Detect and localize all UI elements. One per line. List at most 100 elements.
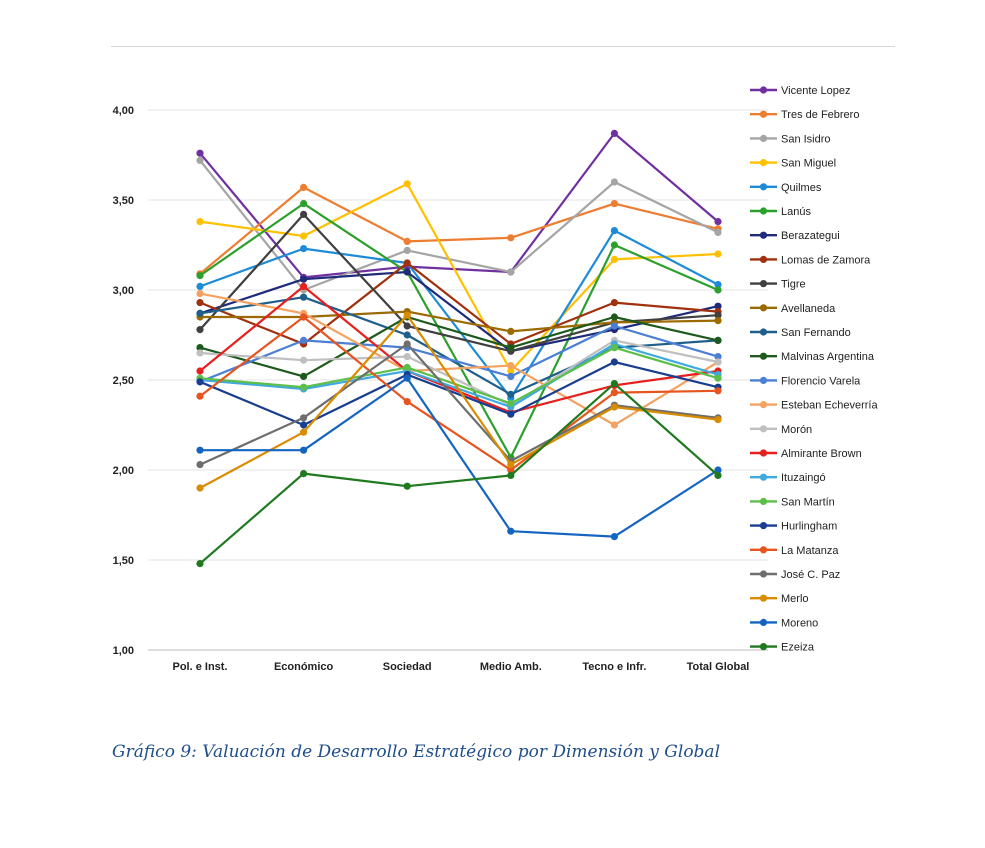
series-line: [199, 315, 719, 378]
data-point: [403, 268, 411, 276]
data-point: [403, 237, 411, 245]
legend-swatch-marker: [759, 280, 768, 288]
y-tick-label: 2,50: [113, 375, 134, 387]
data-point: [714, 416, 722, 424]
x-tick-label: Sociedad: [383, 661, 432, 673]
data-point: [196, 484, 204, 492]
data-point: [507, 399, 515, 407]
legend-swatch-marker: [759, 134, 768, 142]
data-point: [714, 374, 722, 382]
data-point: [610, 533, 619, 541]
data-point: [196, 290, 204, 298]
top-rule: [111, 46, 895, 47]
data-point: [300, 313, 308, 321]
data-point: [403, 259, 411, 267]
y-tick-label: 3,50: [113, 195, 134, 207]
data-point: [403, 340, 411, 348]
series-line: [199, 339, 719, 407]
series-line: [199, 314, 719, 489]
series-line: [199, 342, 719, 466]
legend-entry-label: Tres de Febrero: [781, 109, 859, 121]
data-point: [403, 482, 411, 490]
legend-entry-label: Vicente Lopez: [781, 85, 851, 97]
data-point: [610, 344, 619, 352]
legend-entry-label: Malvinas Argentina: [781, 351, 875, 363]
data-point: [507, 268, 515, 276]
y-tick-label: 2,00: [113, 465, 134, 477]
data-point: [507, 461, 515, 469]
legend-entry-label: Lomas de Zamora: [781, 254, 871, 266]
y-tick-label: 3,00: [113, 285, 134, 297]
x-tick-label: Pol. e Inst.: [172, 661, 227, 673]
data-point: [610, 322, 619, 330]
data-point: [714, 466, 722, 474]
y-tick-label: 1,50: [113, 555, 134, 567]
series-line: [199, 315, 719, 472]
legend-swatch-marker: [759, 352, 768, 360]
legend-swatch-marker: [759, 546, 768, 554]
data-point: [610, 313, 619, 321]
legend-swatch-marker: [759, 86, 768, 94]
legend-swatch-marker: [759, 304, 768, 312]
data-point: [610, 129, 619, 137]
legend-swatch-marker: [759, 522, 768, 530]
data-point: [196, 282, 204, 290]
series-line: [199, 186, 719, 275]
data-point: [300, 446, 308, 454]
data-point: [507, 390, 515, 398]
legend-entry-label: San Martín: [781, 496, 835, 508]
data-point: [300, 275, 308, 283]
data-point: [403, 374, 411, 382]
legend-entry-label: Hurlingham: [781, 521, 837, 533]
data-point: [300, 428, 308, 436]
data-point: [403, 246, 411, 254]
data-point: [714, 218, 722, 226]
legend-entry-label: Quilmes: [781, 182, 822, 194]
legend-swatch-marker: [759, 328, 768, 336]
legend-entry-label: La Matanza: [781, 545, 839, 557]
data-point: [714, 336, 722, 344]
data-point: [196, 156, 204, 164]
data-point: [403, 331, 411, 339]
legend-swatch-marker: [759, 110, 768, 118]
chart-caption: Gráfico 9: Valuación de Desarrollo Estra…: [112, 742, 721, 762]
legend-entry-label: Lanús: [781, 206, 811, 218]
legend-swatch-marker: [759, 570, 768, 578]
data-point: [610, 299, 619, 307]
legend-entry-label: Merlo: [781, 593, 809, 605]
series-line: [199, 324, 719, 383]
data-point: [507, 327, 515, 335]
legend-swatch-marker: [759, 376, 768, 384]
data-point: [610, 380, 619, 388]
legend-entry-label: San Fernando: [781, 327, 851, 339]
data-point: [507, 367, 515, 375]
data-point: [196, 378, 204, 386]
data-point: [196, 149, 204, 157]
data-point: [403, 363, 411, 371]
data-point: [196, 309, 204, 317]
data-point: [300, 210, 308, 218]
series-line: [199, 270, 719, 353]
data-point: [300, 282, 308, 290]
data-point: [507, 234, 515, 242]
data-point: [196, 367, 204, 375]
y-tick-label: 4,00: [113, 105, 134, 117]
data-point: [300, 414, 308, 422]
data-point: [196, 446, 204, 454]
series-line: [199, 182, 719, 373]
series-line: [199, 360, 719, 427]
legend-swatch-marker: [759, 473, 768, 481]
data-point: [714, 387, 722, 395]
legend-swatch-marker: [759, 231, 768, 239]
data-point: [610, 227, 619, 235]
data-point: [196, 326, 204, 334]
data-point: [196, 392, 204, 400]
legend-swatch-marker: [759, 497, 768, 505]
data-point: [403, 353, 411, 361]
data-point: [610, 403, 619, 411]
data-point: [507, 527, 515, 535]
series-line: [199, 342, 719, 409]
data-point: [196, 299, 204, 307]
data-point: [507, 466, 515, 474]
